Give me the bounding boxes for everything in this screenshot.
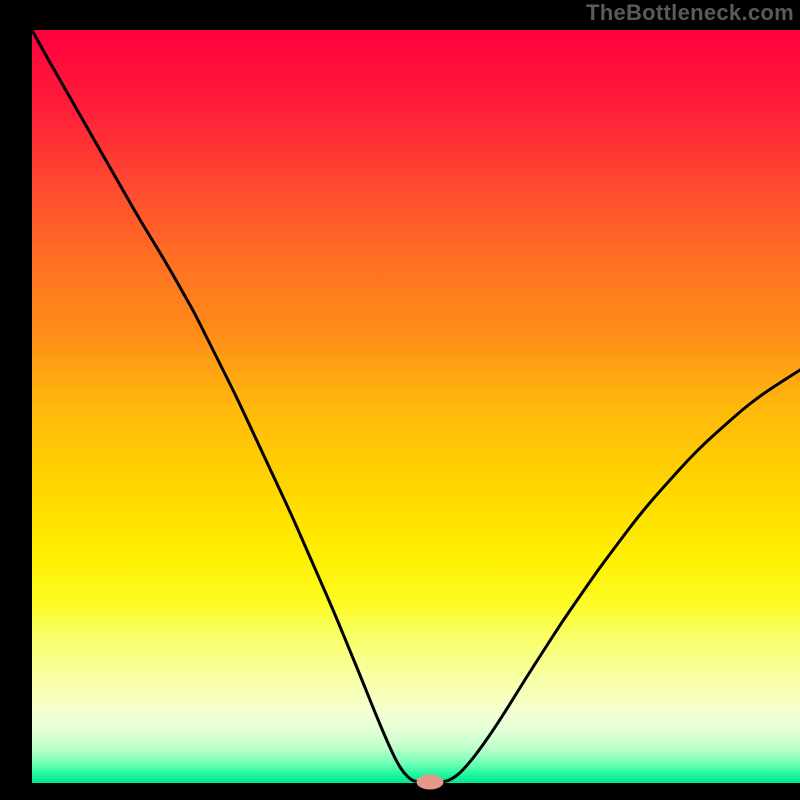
optimal-marker: [417, 775, 443, 789]
watermark-text: TheBottleneck.com: [586, 0, 794, 26]
bottleneck-chart: [0, 0, 800, 800]
plot-background: [32, 30, 800, 783]
